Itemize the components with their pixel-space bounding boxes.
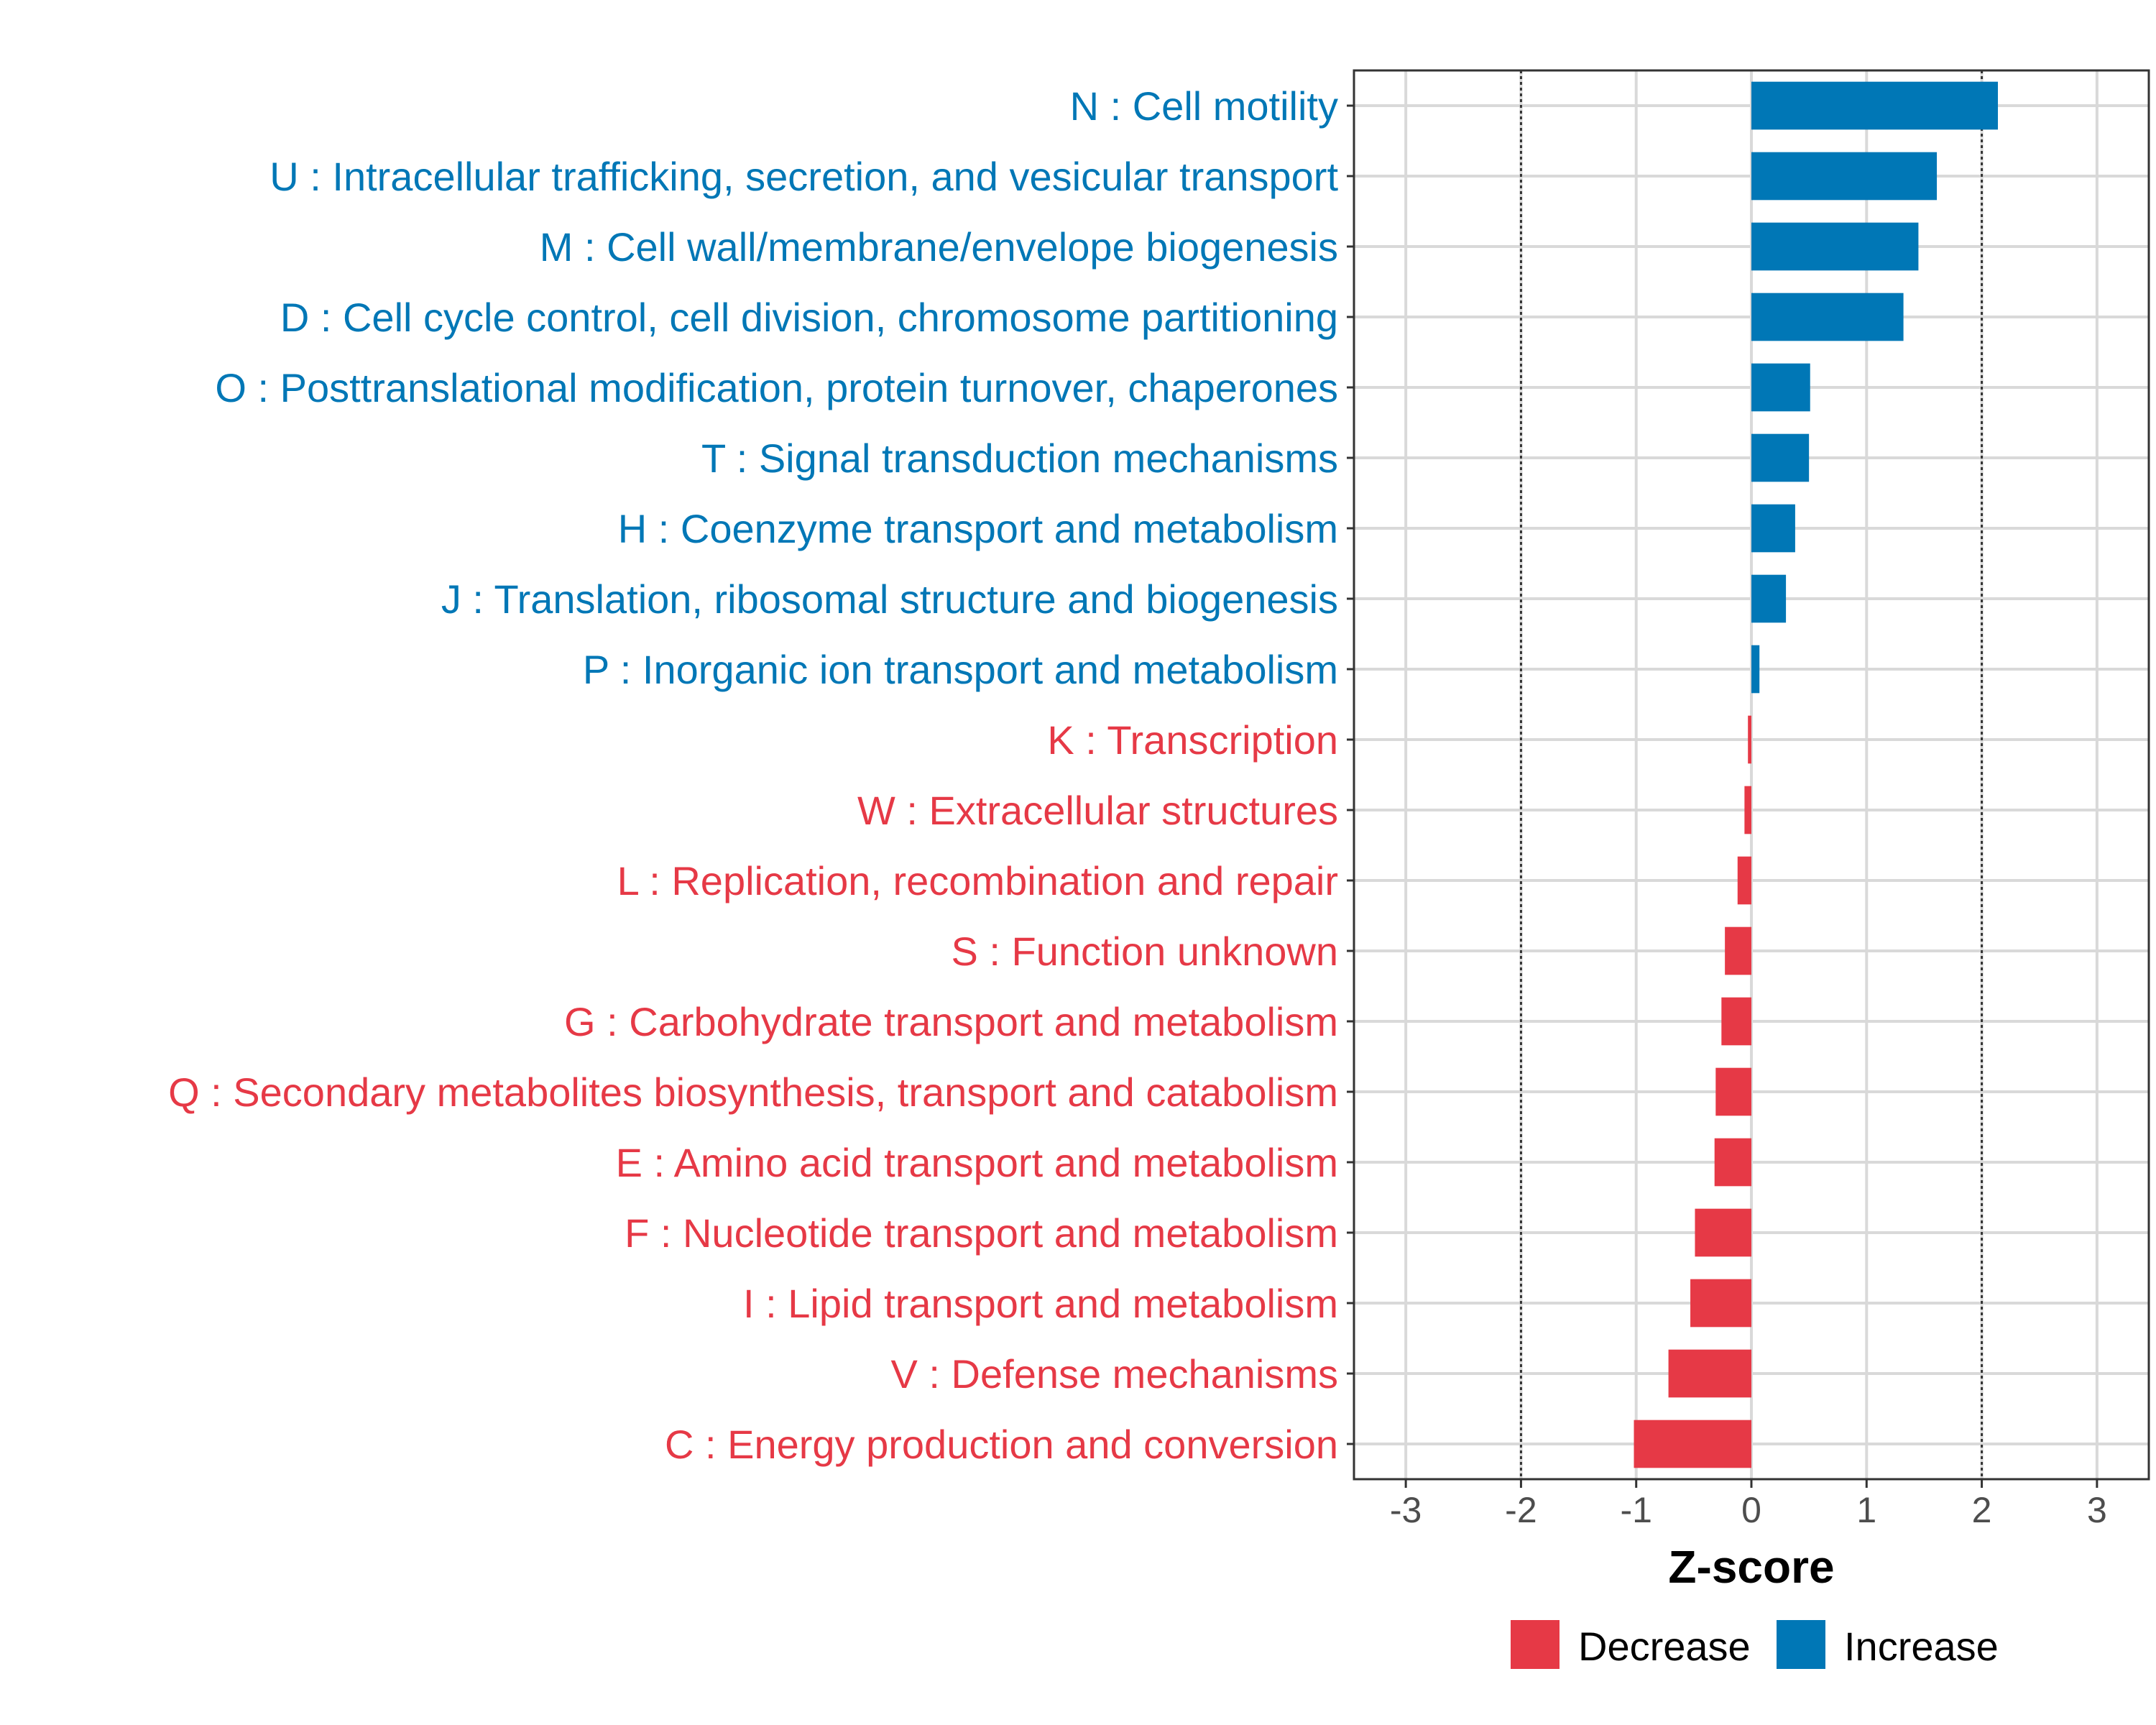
x-tick-label: -3 xyxy=(1390,1490,1422,1530)
category-label: P : Inorganic ion transport and metaboli… xyxy=(583,647,1338,692)
category-label: M : Cell wall/membrane/envelope biogenes… xyxy=(540,224,1338,270)
category-label: L : Replication, recombination and repai… xyxy=(617,858,1338,903)
legend-swatch-increase xyxy=(1777,1620,1825,1669)
bar xyxy=(1737,856,1751,905)
category-label: G : Carbohydrate transport and metabolis… xyxy=(564,999,1338,1044)
category-label: Q : Secondary metabolites biosynthesis, … xyxy=(168,1070,1338,1115)
bar xyxy=(1695,1208,1751,1257)
bars xyxy=(1634,81,1999,1468)
bar xyxy=(1751,81,1999,130)
category-label: U : Intracellular trafficking, secretion… xyxy=(270,154,1338,199)
reference-lines xyxy=(1519,70,1984,1479)
bar xyxy=(1751,363,1810,412)
category-label: V : Defense mechanisms xyxy=(891,1351,1338,1397)
category-label: T : Signal transduction mechanisms xyxy=(701,436,1338,481)
bar xyxy=(1715,1067,1751,1116)
gridlines xyxy=(1354,70,2149,1479)
bar xyxy=(1751,293,1904,341)
bar xyxy=(1751,433,1810,482)
category-label: J : Translation, ribosomal structure and… xyxy=(441,576,1338,622)
bar xyxy=(1748,715,1751,764)
bar xyxy=(1751,504,1795,553)
x-tick-label: -1 xyxy=(1620,1490,1651,1530)
bar xyxy=(1751,152,1938,201)
category-label: W : Extracellular structures xyxy=(857,788,1338,833)
bar xyxy=(1721,997,1751,1046)
legend-label-increase: Increase xyxy=(1844,1624,1999,1669)
bar xyxy=(1725,926,1751,975)
x-tick-label: 2 xyxy=(1972,1490,1992,1530)
x-tick-label: 3 xyxy=(2087,1490,2107,1530)
category-label: F : Nucleotide transport and metabolism xyxy=(625,1210,1338,1256)
bar xyxy=(1634,1420,1751,1468)
bar xyxy=(1668,1349,1751,1398)
bar xyxy=(1751,645,1760,694)
bar xyxy=(1751,222,1919,271)
legend-label-decrease: Decrease xyxy=(1578,1624,1751,1669)
x-axis-ticks: -3 -2 -1 0 1 2 3 xyxy=(1390,1479,2107,1530)
category-label: E : Amino acid transport and metabolism xyxy=(616,1140,1338,1185)
legend-swatch-decrease xyxy=(1511,1620,1560,1669)
category-label: C : Energy production and conversion xyxy=(665,1422,1338,1467)
category-label: S : Function unknown xyxy=(951,929,1338,974)
x-axis-title: Z-score xyxy=(1668,1541,1834,1593)
legend: Decrease Increase xyxy=(1511,1620,1999,1669)
category-label: K : Transcription xyxy=(1047,717,1338,763)
category-label: D : Cell cycle control, cell division, c… xyxy=(280,295,1338,340)
bar xyxy=(1714,1138,1751,1187)
bar xyxy=(1690,1279,1751,1328)
x-tick-label: -2 xyxy=(1505,1490,1537,1530)
y-axis-category-labels: N : Cell motility U : Intracellular traff… xyxy=(168,83,1338,1467)
category-label: H : Coenzyme transport and metabolism xyxy=(618,506,1338,551)
x-tick-label: 1 xyxy=(1856,1490,1876,1530)
y-axis-ticks xyxy=(1347,104,1354,1445)
category-label: N : Cell motility xyxy=(1070,83,1338,129)
category-label: I : Lipid transport and metabolism xyxy=(743,1281,1338,1326)
bar xyxy=(1751,574,1787,623)
bar xyxy=(1744,786,1751,834)
x-tick-label: 0 xyxy=(1741,1490,1761,1530)
category-label: O : Posttranslational modification, prot… xyxy=(215,365,1338,410)
